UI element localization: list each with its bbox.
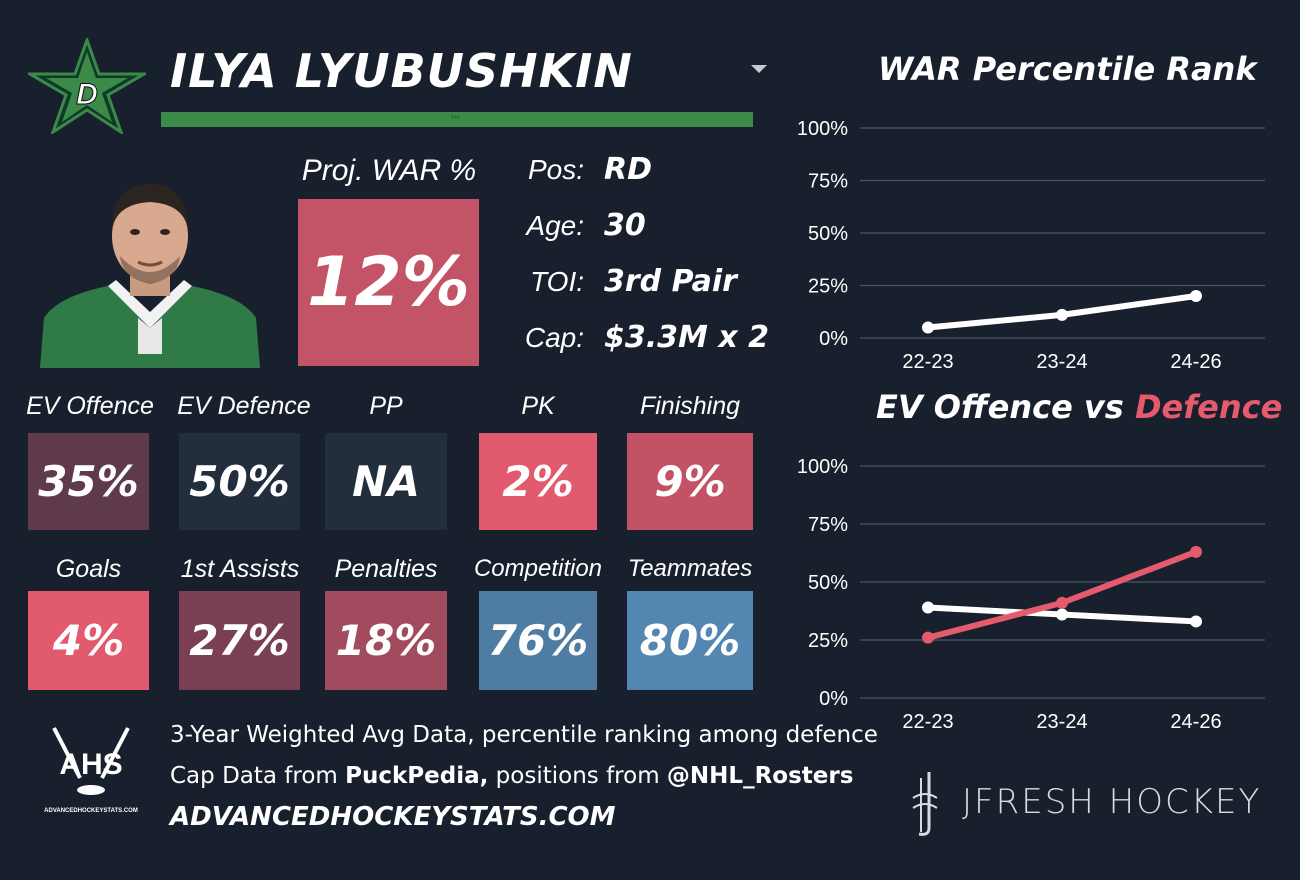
x-tick-label: 22-23 [902, 351, 953, 373]
series-point-0 [1056, 608, 1068, 621]
chart2-title-defence: Defence [1134, 388, 1283, 426]
x-tick-label: 22-23 [902, 711, 953, 733]
series-line-1 [925, 548, 1199, 641]
series-point-0 [1190, 290, 1202, 302]
stat-label-1st-assists: 1st Assists [180, 555, 300, 583]
stat-label-finishing: Finishing [639, 392, 741, 420]
war-percentile-chart: 0% 25% 50% 75% 100% 22-23 23-24 24-26 [797, 118, 1265, 373]
jfresh-logo-icon [912, 772, 938, 836]
team-color-bar: NHL [161, 112, 753, 127]
stat-value-pp: NA [325, 433, 447, 530]
series-point-1 [1056, 596, 1068, 609]
chart2-title-offence: EV Offence vs [876, 388, 1135, 426]
cap-label: Cap: [524, 322, 584, 353]
ahs-logo-text: AHS [59, 748, 122, 781]
stat-label-competition: Competition [473, 555, 603, 582]
y-tick-label: 50% [808, 223, 848, 245]
stat-label-goals: Goals [55, 555, 122, 583]
stat-value-1st-assists: 27% [179, 591, 300, 690]
cap-value: $3.3M x 2 [604, 320, 769, 355]
y-tick-label: 100% [797, 118, 848, 140]
y-tick-label: 25% [808, 630, 848, 652]
player-headshot-image [40, 184, 260, 368]
chart2-title: EV Offence vs Defence [876, 388, 1282, 426]
age-label: Age: [526, 210, 584, 241]
jfresh-hockey-brand: JFRESH HOCKEY [962, 782, 1262, 822]
stat-label-pk: PK [521, 392, 555, 420]
proj-war-label: Proj. WAR % [301, 154, 477, 187]
x-tick-label: 23-24 [1036, 711, 1087, 733]
y-tick-label: 100% [797, 456, 848, 478]
x-tick-label: 23-24 [1036, 351, 1087, 373]
stat-label-ev-defence: EV Defence [177, 392, 311, 420]
pos-label: Pos: [527, 154, 584, 185]
toi-label: TOI: [530, 266, 584, 297]
series-point-1 [1190, 545, 1202, 558]
ev-offence-defence-chart: 0% 25% 50% 75% 100% 22-23 23-24 24-26 [797, 456, 1265, 733]
y-tick-label: 0% [819, 688, 848, 710]
stat-label-pp: PP [369, 392, 403, 420]
pos-value: RD [604, 152, 653, 187]
ahs-logo: AHS ADVANCEDHOCKEYSTATS.COM [44, 727, 138, 814]
footer-sources-middle: positions from [488, 763, 667, 789]
footer-sources-prefix: Cap Data from [170, 763, 346, 789]
y-tick-label: 0% [819, 328, 848, 350]
stat-value-finishing: 9% [627, 433, 753, 530]
player-name: ILYA LYUBUSHKIN [170, 44, 633, 98]
y-tick-label: 50% [808, 572, 848, 594]
toi-value: 3rd Pair [604, 264, 737, 299]
chart1-title: WAR Percentile Rank [878, 50, 1257, 88]
nhl-rosters-link[interactable]: @NHL_Rosters [666, 763, 854, 789]
site-link[interactable]: ADVANCEDHOCKEYSTATS.COM [170, 802, 616, 832]
footer-note: 3-Year Weighted Avg Data, percentile ran… [170, 722, 878, 748]
series-point-0 [922, 321, 934, 334]
stat-value-ev-offence: 35% [28, 433, 149, 530]
svg-text:D: D [76, 78, 98, 111]
series-point-1 [922, 631, 934, 644]
series-point-0 [922, 601, 934, 614]
stat-value-goals: 4% [28, 591, 149, 690]
stat-label-teammates: Teammates [627, 555, 753, 582]
stat-value-ev-defence: 50% [179, 433, 300, 530]
ahs-logo-subtext: ADVANCEDHOCKEYSTATS.COM [44, 808, 138, 814]
stat-label-penalties: Penalties [334, 555, 438, 583]
series-point-0 [1190, 615, 1202, 628]
stat-value-competition: 76% [479, 591, 597, 690]
stat-value-penalties: 18% [325, 591, 447, 690]
footer-sources: Cap Data from PuckPedia, positions from … [170, 763, 853, 789]
stat-value-teammates: 80% [627, 591, 753, 690]
y-tick-label: 75% [808, 514, 848, 536]
stat-value-pk: 2% [479, 433, 597, 530]
x-tick-label: 24-26 [1170, 711, 1221, 733]
proj-war-value: 12% [298, 199, 479, 366]
y-tick-label: 75% [808, 171, 848, 193]
chevron-down-icon[interactable] [748, 62, 770, 76]
age-value: 30 [604, 208, 646, 243]
stat-label-ev-offence: EV Offence [26, 392, 154, 420]
series-point-0 [1056, 308, 1068, 321]
y-tick-label: 25% [808, 276, 848, 298]
x-tick-label: 24-26 [1170, 351, 1221, 373]
team-logo-icon: D [28, 38, 146, 134]
puckpedia-link[interactable]: PuckPedia, [345, 763, 489, 789]
